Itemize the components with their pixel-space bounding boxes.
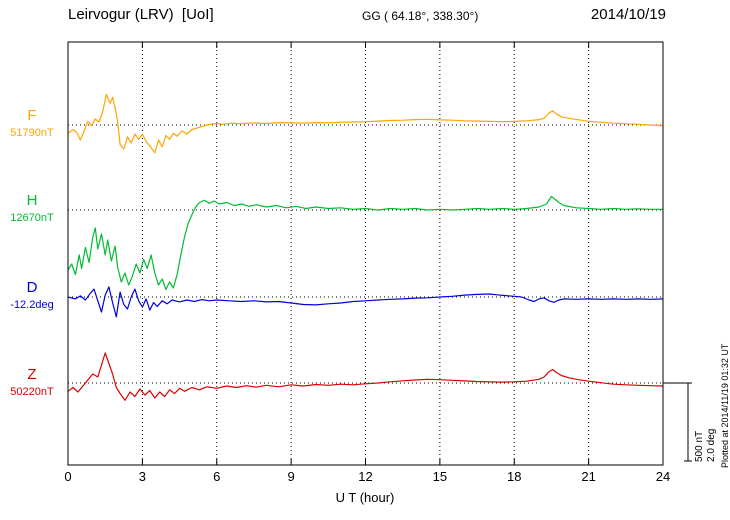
scale-nt-label: 500 nT [694, 431, 705, 462]
plot-frame [67, 41, 664, 466]
grid-layer [141, 42, 590, 465]
channel-label-H: H 12670nT [0, 193, 64, 224]
x-tick-label-21: 21 [581, 469, 595, 484]
series-H [67, 195, 663, 291]
plot-date: 2014/10/19 [590, 6, 666, 23]
station-title: Leirvogur (LRV) [UoI] [68, 6, 214, 23]
x-axis-title: U T (hour) [335, 490, 395, 505]
channel-letter-D: D [26, 279, 38, 296]
channel-baseline-H: 12670nT [10, 212, 54, 224]
x-tick-label-0: 0 [64, 469, 71, 484]
channel-letter-H: H [26, 192, 38, 209]
x-tick-label-15: 15 [433, 469, 447, 484]
plotted-at-note: Plotted at 2014/11/19 01:32 UT [720, 343, 730, 468]
channel-baseline-F: 51790nT [10, 127, 54, 139]
series-D [67, 286, 664, 318]
channel-baseline-Z: 50220nT [10, 386, 54, 398]
channel-label-Z: Z 50220nT [0, 367, 64, 398]
ticks-layer [67, 42, 664, 465]
x-tick-label-18: 18 [507, 469, 521, 484]
channel-letter-Z: Z [27, 366, 37, 383]
scale-deg-label: 2.0 deg [706, 429, 717, 462]
x-tick-label-9: 9 [288, 469, 295, 484]
x-tick-label-3: 3 [139, 469, 146, 484]
x-tick-label-6: 6 [213, 469, 220, 484]
scale-bracket [663, 382, 692, 462]
series-F [67, 93, 664, 154]
channel-baseline-D: -12.2deg [10, 299, 54, 311]
x-tick-label-12: 12 [358, 469, 372, 484]
channel-label-D: D -12.2deg [0, 280, 64, 311]
geo-coords: GG ( 64.18°, 338.30°) [362, 9, 479, 23]
channel-label-F: F 51790nT [0, 108, 64, 139]
series-Z [67, 352, 664, 401]
tick-labels-layer: 0 3 6 9 12 15 18 21 24 [64, 469, 670, 484]
series-layer [67, 93, 664, 401]
channel-letter-F: F [27, 107, 37, 124]
x-tick-label-24: 24 [656, 469, 670, 484]
